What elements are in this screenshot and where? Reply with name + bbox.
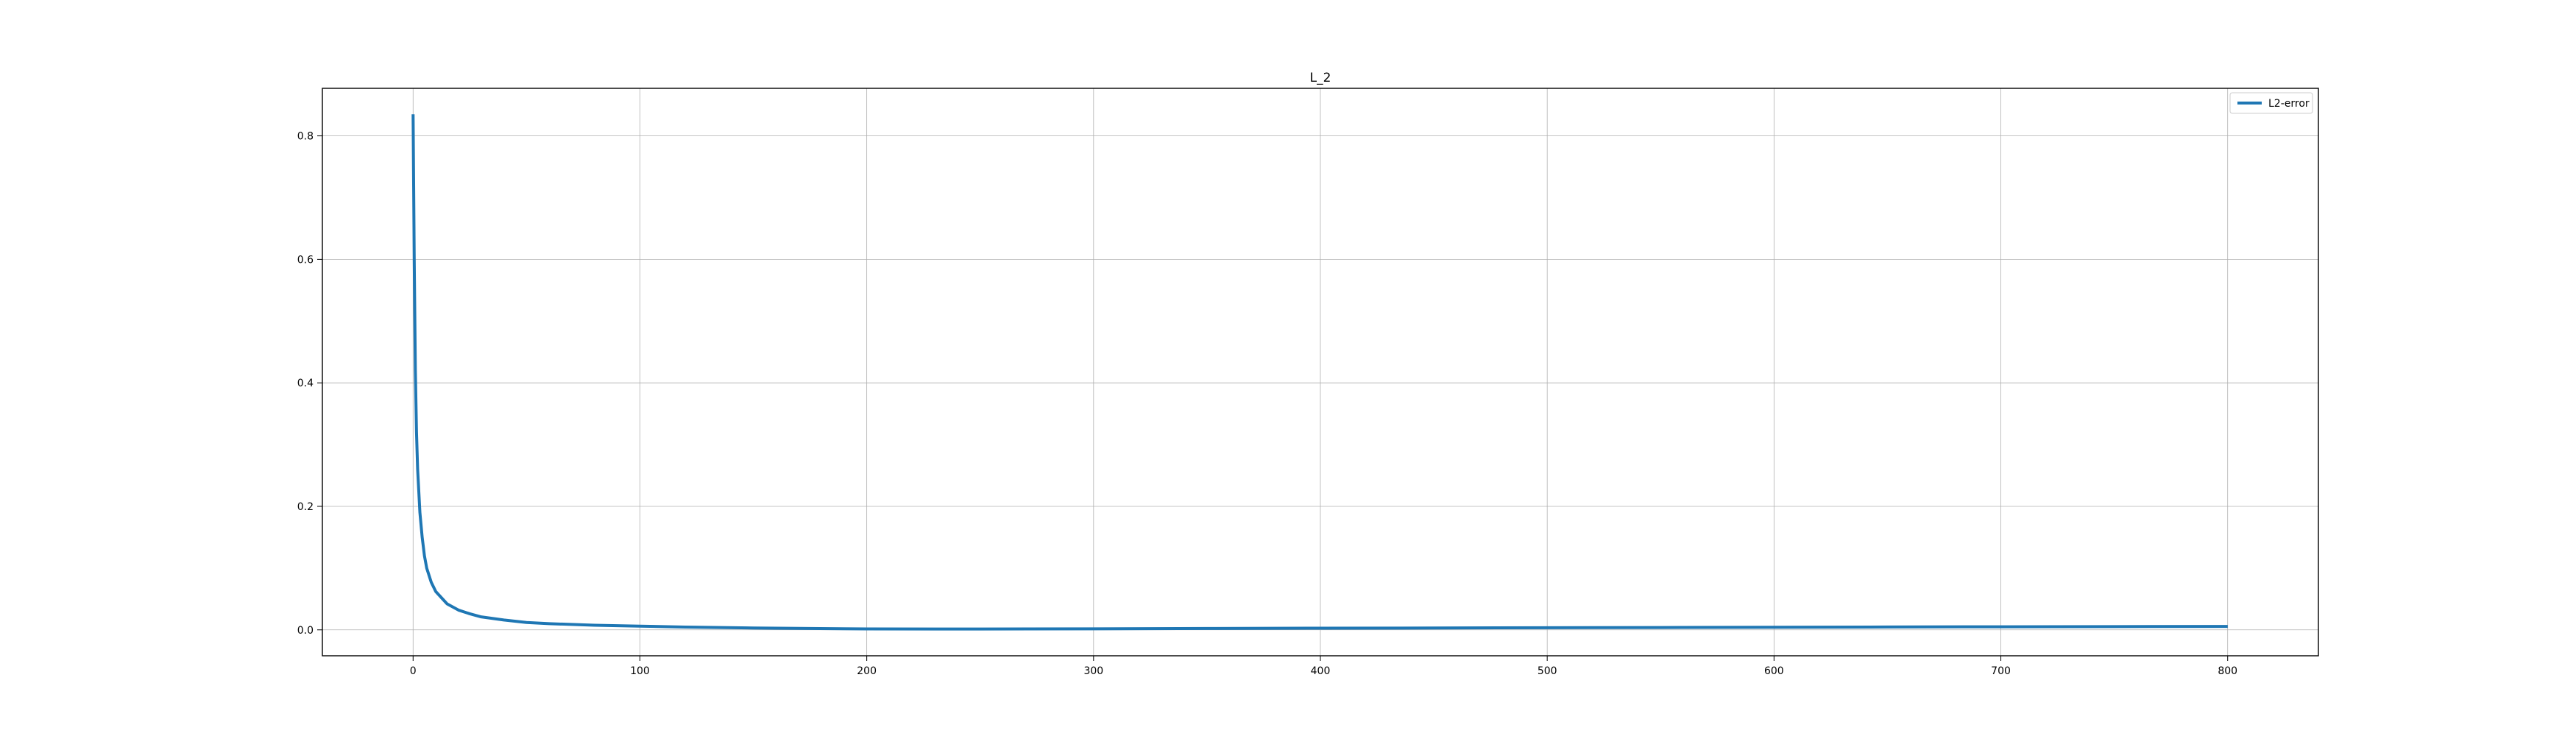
axis-ticks: 0 100 200 300 400 500 600 700 800 0.0 0.2 0.4 0.6 0.8 bbox=[297, 131, 2237, 677]
plot-frame bbox=[322, 88, 2319, 657]
x-tick-label: 800 bbox=[2218, 665, 2237, 677]
y-tick-label: 0.2 bbox=[297, 501, 314, 513]
legend: L2-error bbox=[2229, 92, 2313, 114]
x-tick-label: 700 bbox=[1991, 665, 2011, 677]
legend-label-l2-error: L2-error bbox=[2268, 98, 2310, 110]
y-tick-label: 0.8 bbox=[297, 131, 314, 143]
x-tick-label: 300 bbox=[1083, 665, 1103, 677]
chart-title: L_2 bbox=[1310, 71, 1331, 85]
y-tick-label: 0.6 bbox=[297, 254, 314, 266]
y-tick-label: 0.4 bbox=[297, 378, 314, 389]
x-tick-label: 500 bbox=[1538, 665, 1557, 677]
series-line-l2-error bbox=[411, 114, 2228, 631]
x-tick-label: 400 bbox=[1311, 665, 1331, 677]
legend-box bbox=[2229, 92, 2313, 114]
x-tick-label: 200 bbox=[857, 665, 877, 677]
y-tick-label: 0.0 bbox=[297, 625, 314, 637]
x-tick-label: 0 bbox=[410, 665, 417, 677]
grid bbox=[322, 88, 2318, 656]
x-tick-label: 600 bbox=[1764, 665, 1784, 677]
x-tick-label: 100 bbox=[630, 665, 650, 677]
series-layer bbox=[411, 114, 2228, 631]
